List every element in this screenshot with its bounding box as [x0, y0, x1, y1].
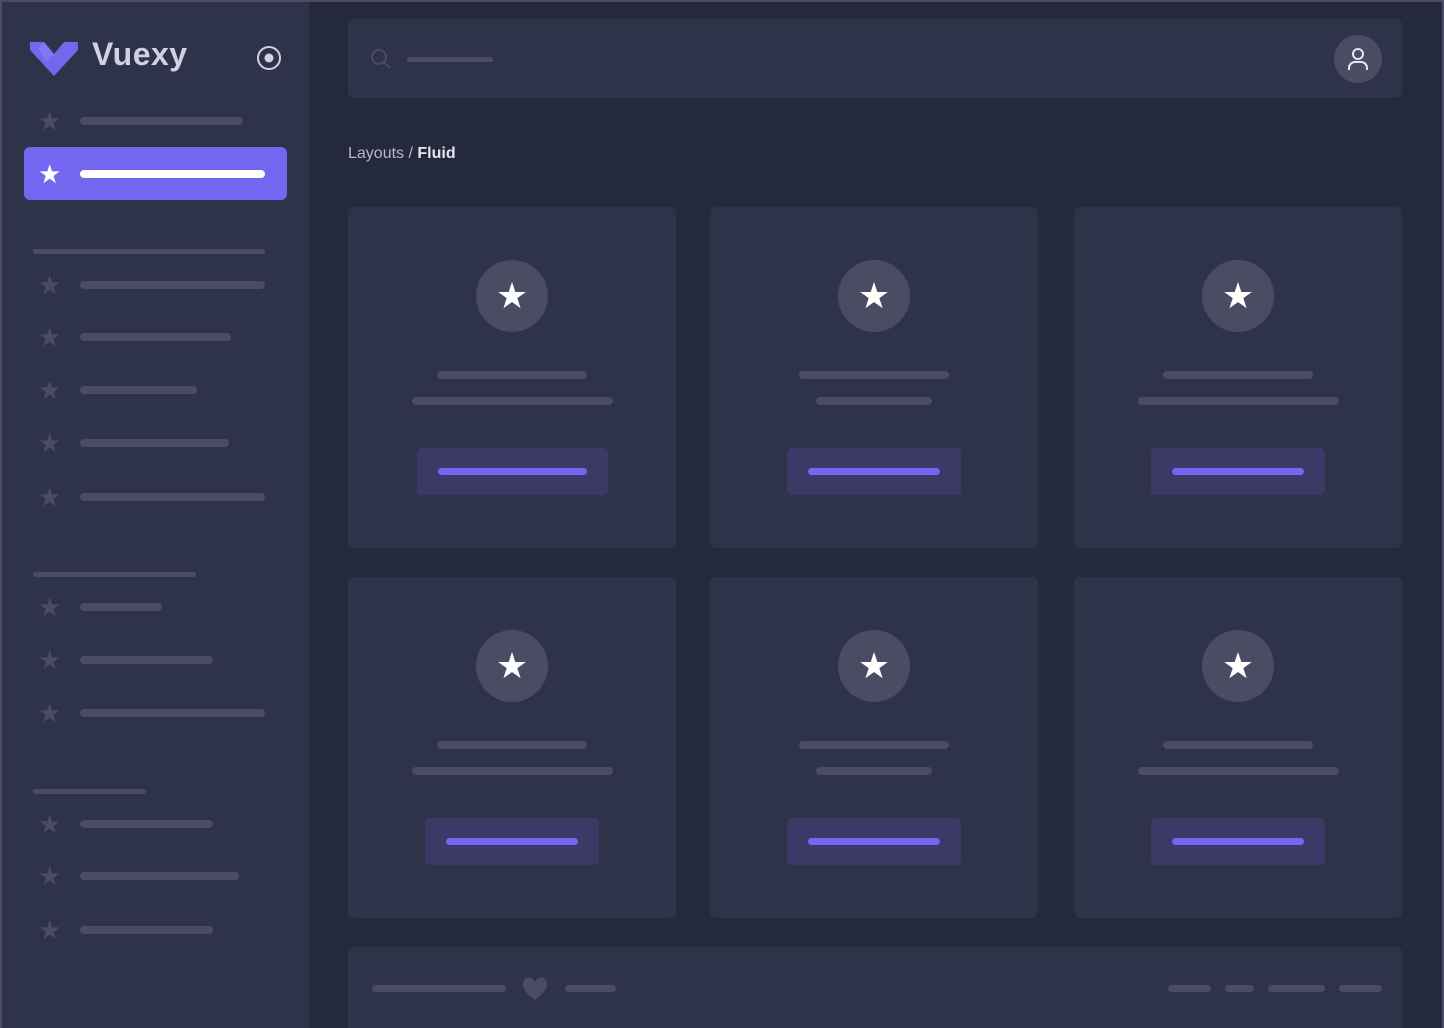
- breadcrumb-current: Fluid: [417, 145, 456, 162]
- sidebar-item-label[interactable]: [80, 493, 265, 501]
- star-icon: ★: [38, 322, 62, 352]
- card: ★: [1074, 207, 1402, 548]
- card: ★: [710, 577, 1038, 918]
- card-button-label: [1172, 468, 1304, 475]
- brand-name: Vuexy: [92, 36, 188, 72]
- sidebar-item-label[interactable]: [80, 656, 213, 664]
- sidebar-item-label[interactable]: [80, 926, 213, 934]
- footer-link[interactable]: [1168, 985, 1211, 992]
- footer-text: [565, 985, 616, 992]
- card: ★: [710, 207, 1038, 548]
- card-title: [799, 741, 949, 749]
- sidebar-item-label[interactable]: [80, 820, 213, 828]
- card: ★: [348, 577, 676, 918]
- card-button[interactable]: [1151, 448, 1325, 495]
- top-navbar: [348, 19, 1402, 98]
- card-text: [1137, 397, 1339, 405]
- card-button[interactable]: [1151, 818, 1325, 865]
- card-text: [816, 397, 932, 405]
- star-icon: ★: [838, 260, 910, 332]
- footer: [348, 947, 1402, 1028]
- breadcrumb-parent[interactable]: Layouts: [348, 145, 405, 162]
- card-title: [1163, 371, 1313, 379]
- star-icon: ★: [476, 630, 548, 702]
- sidebar: Vuexy ★ ★ ★ ★ ★ ★ ★ ★ ★ ★ ★ ★ ★: [2, 2, 309, 1028]
- section-header: [33, 249, 265, 254]
- card-button-label: [808, 838, 940, 845]
- section-header: [33, 789, 146, 794]
- star-icon: ★: [38, 809, 62, 839]
- star-icon: ★: [38, 698, 62, 728]
- card-button[interactable]: [787, 448, 961, 495]
- star-icon: ★: [38, 428, 62, 458]
- star-icon: ★: [1202, 260, 1274, 332]
- star-icon: ★: [38, 159, 62, 189]
- section-header: [33, 572, 196, 577]
- sidebar-item-label[interactable]: [80, 333, 231, 341]
- sidebar-item-label[interactable]: [80, 709, 265, 717]
- star-icon: ★: [38, 645, 62, 675]
- card-button[interactable]: [416, 448, 608, 495]
- card-title: [437, 371, 587, 379]
- sidebar-item-label[interactable]: [80, 170, 265, 178]
- footer-link[interactable]: [1339, 985, 1382, 992]
- star-icon: ★: [38, 106, 62, 136]
- card-button-label: [808, 468, 940, 475]
- search-icon[interactable]: [370, 48, 392, 70]
- card-title: [437, 741, 587, 749]
- sidebar-item-label[interactable]: [80, 439, 229, 447]
- card-text: [816, 767, 932, 775]
- star-icon: ★: [38, 861, 62, 891]
- radio-circle-icon[interactable]: [256, 45, 282, 71]
- star-icon: ★: [38, 592, 62, 622]
- card-button-label: [1172, 838, 1304, 845]
- card-button[interactable]: [425, 818, 599, 865]
- sidebar-item-label[interactable]: [80, 281, 265, 289]
- sidebar-item-label[interactable]: [80, 117, 243, 125]
- footer-link[interactable]: [1225, 985, 1254, 992]
- star-icon: ★: [476, 260, 548, 332]
- sidebar-item-label[interactable]: [80, 603, 162, 611]
- card-text: [411, 767, 613, 775]
- breadcrumb: Layouts / Fluid: [348, 145, 456, 163]
- user-avatar[interactable]: [1334, 35, 1382, 83]
- footer-link[interactable]: [1268, 985, 1325, 992]
- card-title: [799, 371, 949, 379]
- heart-icon: [522, 977, 548, 1000]
- card-button[interactable]: [787, 818, 961, 865]
- card-text: [1137, 767, 1339, 775]
- footer-text: [372, 985, 506, 992]
- star-icon: ★: [38, 482, 62, 512]
- star-icon: ★: [38, 375, 62, 405]
- user-icon: [1348, 48, 1368, 70]
- card-button-label: [437, 468, 587, 475]
- breadcrumb-separator: /: [404, 145, 418, 162]
- star-icon: ★: [838, 630, 910, 702]
- star-icon: ★: [38, 270, 62, 300]
- sidebar-item-label[interactable]: [80, 386, 197, 394]
- card-text: [411, 397, 613, 405]
- card-button-label: [446, 838, 578, 845]
- sidebar-item-label[interactable]: [80, 872, 239, 880]
- card: ★: [348, 207, 676, 548]
- star-icon: ★: [38, 915, 62, 945]
- card: ★: [1074, 577, 1402, 918]
- star-icon: ★: [1202, 630, 1274, 702]
- vuexy-logo: [30, 42, 78, 76]
- search-input[interactable]: [407, 57, 493, 62]
- card-title: [1163, 741, 1313, 749]
